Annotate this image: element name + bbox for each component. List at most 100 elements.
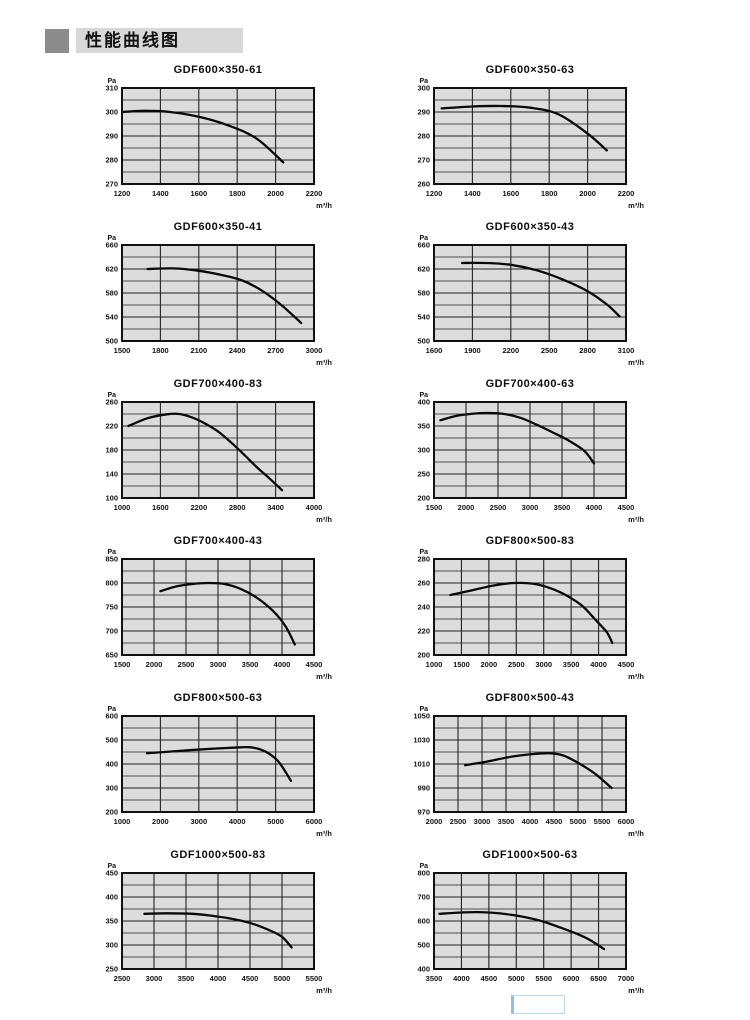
plot-border — [433, 87, 627, 185]
plot-border — [433, 401, 627, 499]
chart-title: GDF700×400-83 — [174, 378, 263, 390]
x-tick-label: 1500 — [426, 503, 443, 512]
performance-curve — [439, 411, 596, 465]
performance-curve — [464, 752, 613, 790]
y-tick-label: 500 — [105, 736, 118, 745]
x-axis-unit-label: m³/h — [628, 829, 644, 838]
chart-panel-GDF1000×500-83: GDF1000×500-83 Pa 250 300 350 400 450 2500 3000 3… — [78, 845, 390, 1002]
x-tick-label: 2000 — [152, 817, 169, 826]
y-tick-label: 250 — [417, 470, 430, 479]
chart-panel-GDF800×500-43: GDF800×500-43 Pa 970 990 1010 1030 1050 2000 250… — [390, 688, 702, 845]
y-axis-unit-label: Pa — [419, 549, 428, 556]
performance-curve — [143, 912, 293, 949]
x-tick-label: 2500 — [541, 346, 558, 355]
chart-canvas: GDF600×350-43 Pa 500 540 580 620 660 1600 1900 22… — [417, 221, 644, 367]
x-tick-label: 1900 — [464, 346, 481, 355]
y-tick-label: 750 — [105, 603, 118, 612]
chart-canvas: GDF700×400-43 Pa 650 700 750 800 850 1500 2000 25… — [105, 535, 332, 681]
x-axis-unit-label: m³/h — [316, 986, 332, 995]
x-tick-label: 6000 — [618, 817, 635, 826]
bottom-empty-textbox[interactable] — [511, 995, 565, 1014]
x-tick-label: 2000 — [458, 503, 475, 512]
x-tick-label: 2100 — [190, 346, 207, 355]
y-tick-label: 620 — [105, 265, 118, 274]
y-tick-label: 400 — [417, 965, 430, 974]
y-tick-label: 300 — [417, 84, 430, 93]
x-tick-label: 3500 — [498, 817, 515, 826]
y-tick-label: 250 — [105, 965, 118, 974]
chart-title: GDF600×350-61 — [174, 64, 263, 76]
chart-title: GDF800×500-43 — [486, 692, 575, 704]
x-tick-label: 1600 — [190, 189, 207, 198]
performance-curve — [461, 261, 621, 318]
y-tick-label: 350 — [417, 422, 430, 431]
x-tick-label: 6000 — [306, 817, 323, 826]
chart-title: GDF1000×500-63 — [482, 849, 577, 861]
page-header: 性能曲线图 — [45, 28, 243, 53]
y-axis-unit-label: Pa — [107, 706, 116, 713]
y-axis-unit-label: Pa — [107, 549, 116, 556]
y-tick-label: 280 — [417, 132, 430, 141]
x-tick-label: 2000 — [267, 189, 284, 198]
y-tick-label: 200 — [105, 808, 118, 817]
y-tick-label: 400 — [105, 760, 118, 769]
x-tick-label: 3000 — [210, 660, 227, 669]
chart-title: GDF800×500-63 — [174, 692, 263, 704]
y-tick-label: 400 — [417, 398, 430, 407]
x-tick-label: 1600 — [502, 189, 519, 198]
x-tick-label: 1000 — [426, 660, 443, 669]
x-tick-label: 2400 — [229, 346, 246, 355]
y-tick-label: 990 — [417, 784, 430, 793]
y-tick-label: 200 — [417, 651, 430, 660]
x-tick-label: 2000 — [146, 660, 163, 669]
x-tick-label: 1200 — [426, 189, 443, 198]
y-tick-label: 350 — [105, 917, 118, 926]
y-tick-label: 270 — [417, 156, 430, 165]
chart-panel-GDF600×350-61: GDF600×350-61 Pa 270 280 290 300 310 1200 1400 16… — [78, 60, 390, 217]
x-tick-label: 2800 — [229, 503, 246, 512]
y-tick-label: 260 — [105, 398, 118, 407]
performance-curve — [449, 581, 614, 645]
y-tick-label: 1030 — [413, 736, 430, 745]
x-axis-unit-label: m³/h — [628, 201, 644, 210]
y-tick-label: 500 — [105, 337, 118, 346]
y-tick-label: 850 — [105, 555, 118, 564]
y-tick-label: 540 — [105, 313, 118, 322]
chart-panel-GDF600×350-43: GDF600×350-43 Pa 500 540 580 620 660 1600 1900 22… — [390, 217, 702, 374]
x-tick-label: 4500 — [306, 660, 323, 669]
x-tick-label: 4500 — [618, 660, 635, 669]
plot-border — [433, 715, 627, 813]
x-axis-unit-label: m³/h — [316, 358, 332, 367]
x-tick-label: 4000 — [453, 974, 470, 983]
x-tick-label: 4500 — [242, 974, 259, 983]
x-tick-label: 2500 — [508, 660, 525, 669]
header-bullet-square — [45, 28, 69, 53]
performance-curve — [440, 104, 608, 152]
x-axis-unit-label: m³/h — [316, 672, 332, 681]
y-tick-label: 800 — [417, 869, 430, 878]
x-tick-label: 2200 — [502, 346, 519, 355]
y-axis-unit-label: Pa — [419, 863, 428, 870]
chart-panel-GDF700×400-63: GDF700×400-63 Pa 200 250 300 350 400 1500 2000 25… — [390, 374, 702, 531]
x-tick-label: 1500 — [114, 660, 131, 669]
x-tick-label: 4500 — [546, 817, 563, 826]
x-tick-label: 2000 — [426, 817, 443, 826]
x-tick-label: 2000 — [481, 660, 498, 669]
x-tick-label: 3000 — [306, 346, 323, 355]
x-tick-label: 2800 — [579, 346, 596, 355]
x-tick-label: 4000 — [586, 503, 603, 512]
x-tick-label: 3000 — [190, 817, 207, 826]
x-tick-label: 3500 — [426, 974, 443, 983]
y-axis-unit-label: Pa — [107, 235, 116, 242]
x-tick-label: 2500 — [450, 817, 467, 826]
performance-curve — [145, 745, 293, 782]
x-tick-label: 1500 — [114, 346, 131, 355]
x-tick-label: 2700 — [267, 346, 284, 355]
x-tick-label: 5000 — [508, 974, 525, 983]
charts-grid: GDF600×350-61 Pa 270 280 290 300 310 1200 1400 16… — [78, 60, 702, 1002]
x-tick-label: 5000 — [267, 817, 284, 826]
x-tick-label: 3000 — [474, 817, 491, 826]
chart-canvas: GDF800×500-63 Pa 200 300 400 500 600 1000 2000 30… — [105, 692, 332, 838]
chart-title: GDF700×400-43 — [174, 535, 263, 547]
x-axis-unit-label: m³/h — [628, 358, 644, 367]
